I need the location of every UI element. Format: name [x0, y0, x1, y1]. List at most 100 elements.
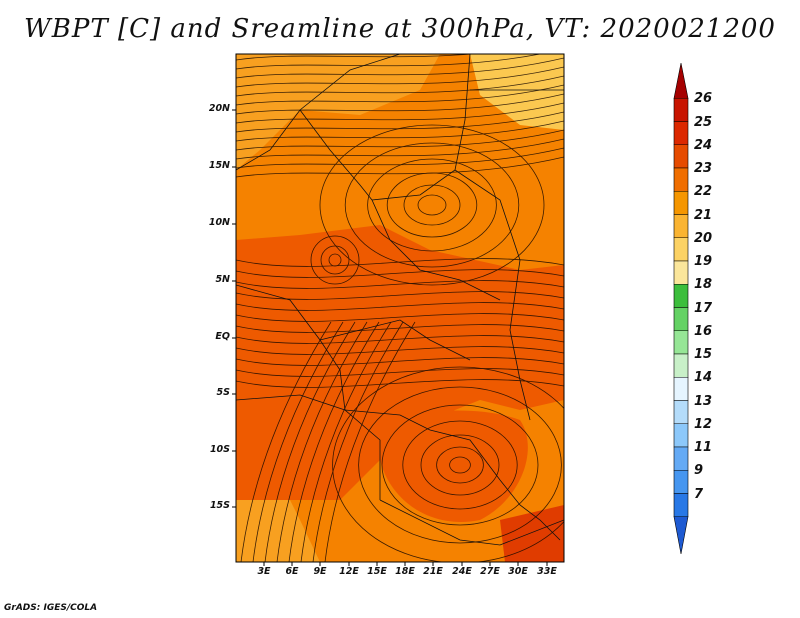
colorbar-label: 25 [694, 114, 713, 130]
streamline [236, 54, 543, 70]
lon-label: 33E [537, 566, 557, 577]
colorbar-label: 21 [694, 207, 713, 223]
streamline [236, 291, 564, 300]
streamlines [236, 54, 564, 562]
lat-label: 15N [208, 160, 230, 171]
lon-label: 15E [367, 566, 387, 577]
streamline-eddy [310, 235, 360, 285]
lat-label: 20N [208, 103, 230, 114]
border-line [236, 284, 381, 500]
country-borders [236, 54, 564, 546]
border-line [319, 319, 471, 361]
streamline-vortex-south [332, 366, 564, 562]
colorbar-swatch [673, 97, 689, 122]
colorbar-swatch [673, 330, 689, 355]
lon-label: 21E [423, 566, 443, 577]
colorbar-swatch [673, 516, 689, 555]
streamline [236, 129, 564, 151]
lat-label: 15S [209, 500, 230, 511]
streamline-vortex-south [420, 434, 500, 496]
streamline [236, 93, 564, 115]
border-line [236, 394, 346, 411]
streamline [236, 111, 564, 133]
lat-label: EQ [215, 331, 230, 342]
streamline-vortex-south [358, 386, 562, 544]
colorbar-label: 7 [694, 486, 704, 502]
colorbar-swatch [673, 121, 689, 146]
colorbar-label: 15 [694, 347, 713, 362]
colorbar-label: 17 [694, 300, 713, 316]
streamline [312, 321, 404, 562]
lon-label: 24E [452, 566, 472, 577]
shade-central [236, 225, 564, 500]
streamline-eddy [320, 245, 350, 275]
lon-label: 6E [285, 566, 299, 577]
lon-label: 12E [339, 566, 359, 577]
colorbar-label: 22 [694, 184, 713, 200]
chart-title: WBPT [C] and Sreamline at 300hPa, VT: 20… [24, 14, 776, 44]
colorbar-swatch [673, 237, 689, 262]
shade-northeast [470, 54, 564, 130]
colorbar-swatch [673, 423, 689, 448]
streamline [236, 357, 564, 366]
streamline-eddy [328, 253, 342, 267]
streamline-vortex-north [319, 124, 545, 286]
colorbar-swatch [673, 353, 689, 378]
streamline [236, 66, 564, 88]
border-line [499, 479, 561, 541]
streamline [236, 368, 564, 377]
streamline [276, 321, 368, 562]
lat-label: 5N [215, 274, 230, 285]
colorbar-swatch [673, 446, 689, 471]
lon-label: 9E [313, 566, 327, 577]
colorbar-swatch [673, 469, 689, 494]
streamline [236, 156, 564, 178]
lon-label: 30E [508, 566, 528, 577]
streamline-vortex-south [449, 456, 471, 474]
streamline [236, 102, 564, 124]
border-line [299, 109, 391, 241]
streamline [236, 346, 564, 355]
colorbar-swatch [673, 493, 689, 518]
border-line [344, 409, 501, 481]
streamline-vortex-north [367, 158, 497, 252]
colorbar-label: 19 [694, 254, 713, 269]
colorbar-swatch [673, 260, 689, 285]
streamline-vortex-north [386, 172, 478, 238]
streamline [236, 57, 564, 79]
streamline-vortex-north [417, 194, 447, 216]
colorbar-swatch [673, 62, 689, 99]
shade-southeast-max [500, 505, 564, 562]
colorbar-label: 14 [694, 370, 713, 386]
colorbar [673, 62, 689, 555]
streamline [236, 313, 564, 322]
streamline [236, 280, 564, 289]
streamline-vortex-south [436, 446, 484, 484]
colorbar-label: 24 [694, 137, 713, 153]
streamline [236, 54, 476, 61]
colorbar-label: 20 [694, 230, 713, 246]
colorbar-swatch [673, 144, 689, 169]
streamline [252, 321, 344, 562]
streamline [264, 321, 356, 562]
streamline [236, 302, 564, 311]
colorbar-swatch [673, 167, 689, 192]
map-field [236, 54, 564, 562]
colorbar-label: 12 [694, 416, 713, 432]
colorbar-label: 11 [694, 440, 713, 455]
streamline [240, 321, 332, 562]
colorbar-label: 18 [694, 277, 713, 293]
colorbar-label: 26 [694, 91, 713, 107]
shade-equatorial [300, 296, 380, 362]
streamline [236, 75, 564, 97]
streamline [236, 324, 564, 333]
streamline-vortex-north [403, 184, 461, 226]
lat-label: 5S [216, 387, 230, 398]
lon-label: 18E [395, 566, 415, 577]
streamline [236, 335, 564, 344]
border-line [389, 239, 501, 301]
streamline [324, 321, 416, 562]
streamline [236, 84, 564, 106]
border-line [379, 499, 564, 546]
